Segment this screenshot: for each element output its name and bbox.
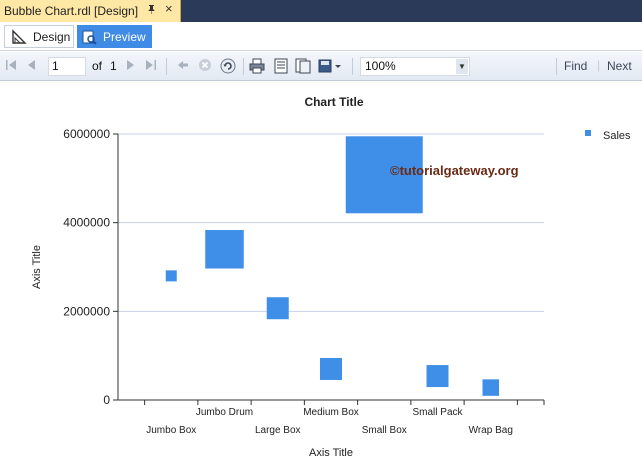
bubble-point [320, 357, 342, 380]
x-tick-label: Large Box [255, 425, 301, 436]
bubble-chart: Chart Title 0 2000000 4000000 6000000 Jumbo B… [31, 95, 631, 459]
toolbar-separator [352, 58, 353, 75]
toolbar-separator [556, 58, 557, 75]
print-icon[interactable] [249, 58, 265, 77]
refresh-icon[interactable] [220, 58, 236, 77]
x-tick-label: Medium Box [303, 407, 359, 418]
report-canvas: Chart Title 0 2000000 4000000 6000000 Jumbo B… [0, 82, 642, 468]
view-tab-bar: Design Preview [0, 22, 642, 51]
toolbar-separator [166, 58, 167, 75]
chart-title: Chart Title [304, 95, 363, 109]
report-toolbar: 1 of 1 100% ▼ Find | Next [0, 52, 642, 81]
y-tick-label: 4000000 [63, 216, 110, 230]
bubble-point [266, 297, 289, 320]
x-tick-label: Small Box [362, 425, 407, 436]
document-tab[interactable]: Bubble Chart.rdl [Design] × [0, 0, 181, 22]
toolbar-separator [243, 58, 244, 75]
back-icon[interactable] [176, 58, 190, 75]
chevron-down-icon[interactable]: ▼ [456, 59, 468, 74]
export-icon[interactable] [318, 58, 342, 77]
page-setup-icon[interactable] [295, 58, 311, 77]
preview-icon [81, 29, 97, 45]
document-tab-title: Bubble Chart.rdl [Design] [4, 4, 139, 18]
next-page-icon[interactable] [126, 58, 136, 75]
x-tick-label: Jumbo Drum [196, 407, 253, 418]
x-tick-label: Small Pack [412, 407, 463, 418]
total-pages: 1 [110, 59, 117, 73]
previous-page-icon[interactable] [26, 58, 36, 75]
print-layout-icon[interactable] [273, 58, 289, 77]
stop-icon[interactable] [198, 58, 212, 75]
find-divider: | [597, 58, 601, 72]
close-icon[interactable]: × [165, 1, 173, 16]
zoom-value: 100% [365, 59, 396, 73]
y-tick-label: 0 [103, 393, 110, 407]
next-button[interactable]: Next [607, 59, 632, 73]
tab-design-label: Design [33, 29, 71, 44]
tab-preview-label: Preview [103, 29, 146, 44]
tab-design[interactable]: Design [4, 25, 74, 48]
design-icon [11, 28, 27, 45]
x-tick-label: Wrap Bag [469, 425, 513, 436]
pin-icon[interactable] [146, 3, 158, 18]
document-tab-strip: Bubble Chart.rdl [Design] × [0, 0, 642, 22]
bubble-point [482, 379, 499, 396]
y-tick-label: 2000000 [63, 304, 110, 318]
bubble-point [426, 365, 449, 388]
x-tick-label: Jumbo Box [146, 425, 196, 436]
page-number-input[interactable]: 1 [48, 57, 86, 76]
watermark: ©tutorialgateway.org [390, 163, 519, 178]
bubble-point [205, 230, 244, 269]
of-label: of [92, 59, 103, 73]
x-axis-title: Axis Title [309, 447, 353, 459]
first-page-icon[interactable] [5, 58, 17, 75]
bubble-point [345, 136, 423, 214]
bubble-point [165, 270, 177, 282]
legend-label: Sales [603, 130, 631, 142]
find-button[interactable]: Find [564, 59, 588, 73]
y-axis-title: Axis Title [31, 245, 43, 289]
y-tick-label: 6000000 [63, 127, 110, 141]
tab-preview[interactable]: Preview [77, 25, 152, 48]
zoom-select[interactable]: 100% ▼ [360, 57, 470, 76]
last-page-icon[interactable] [145, 58, 157, 75]
legend-swatch [585, 130, 591, 136]
